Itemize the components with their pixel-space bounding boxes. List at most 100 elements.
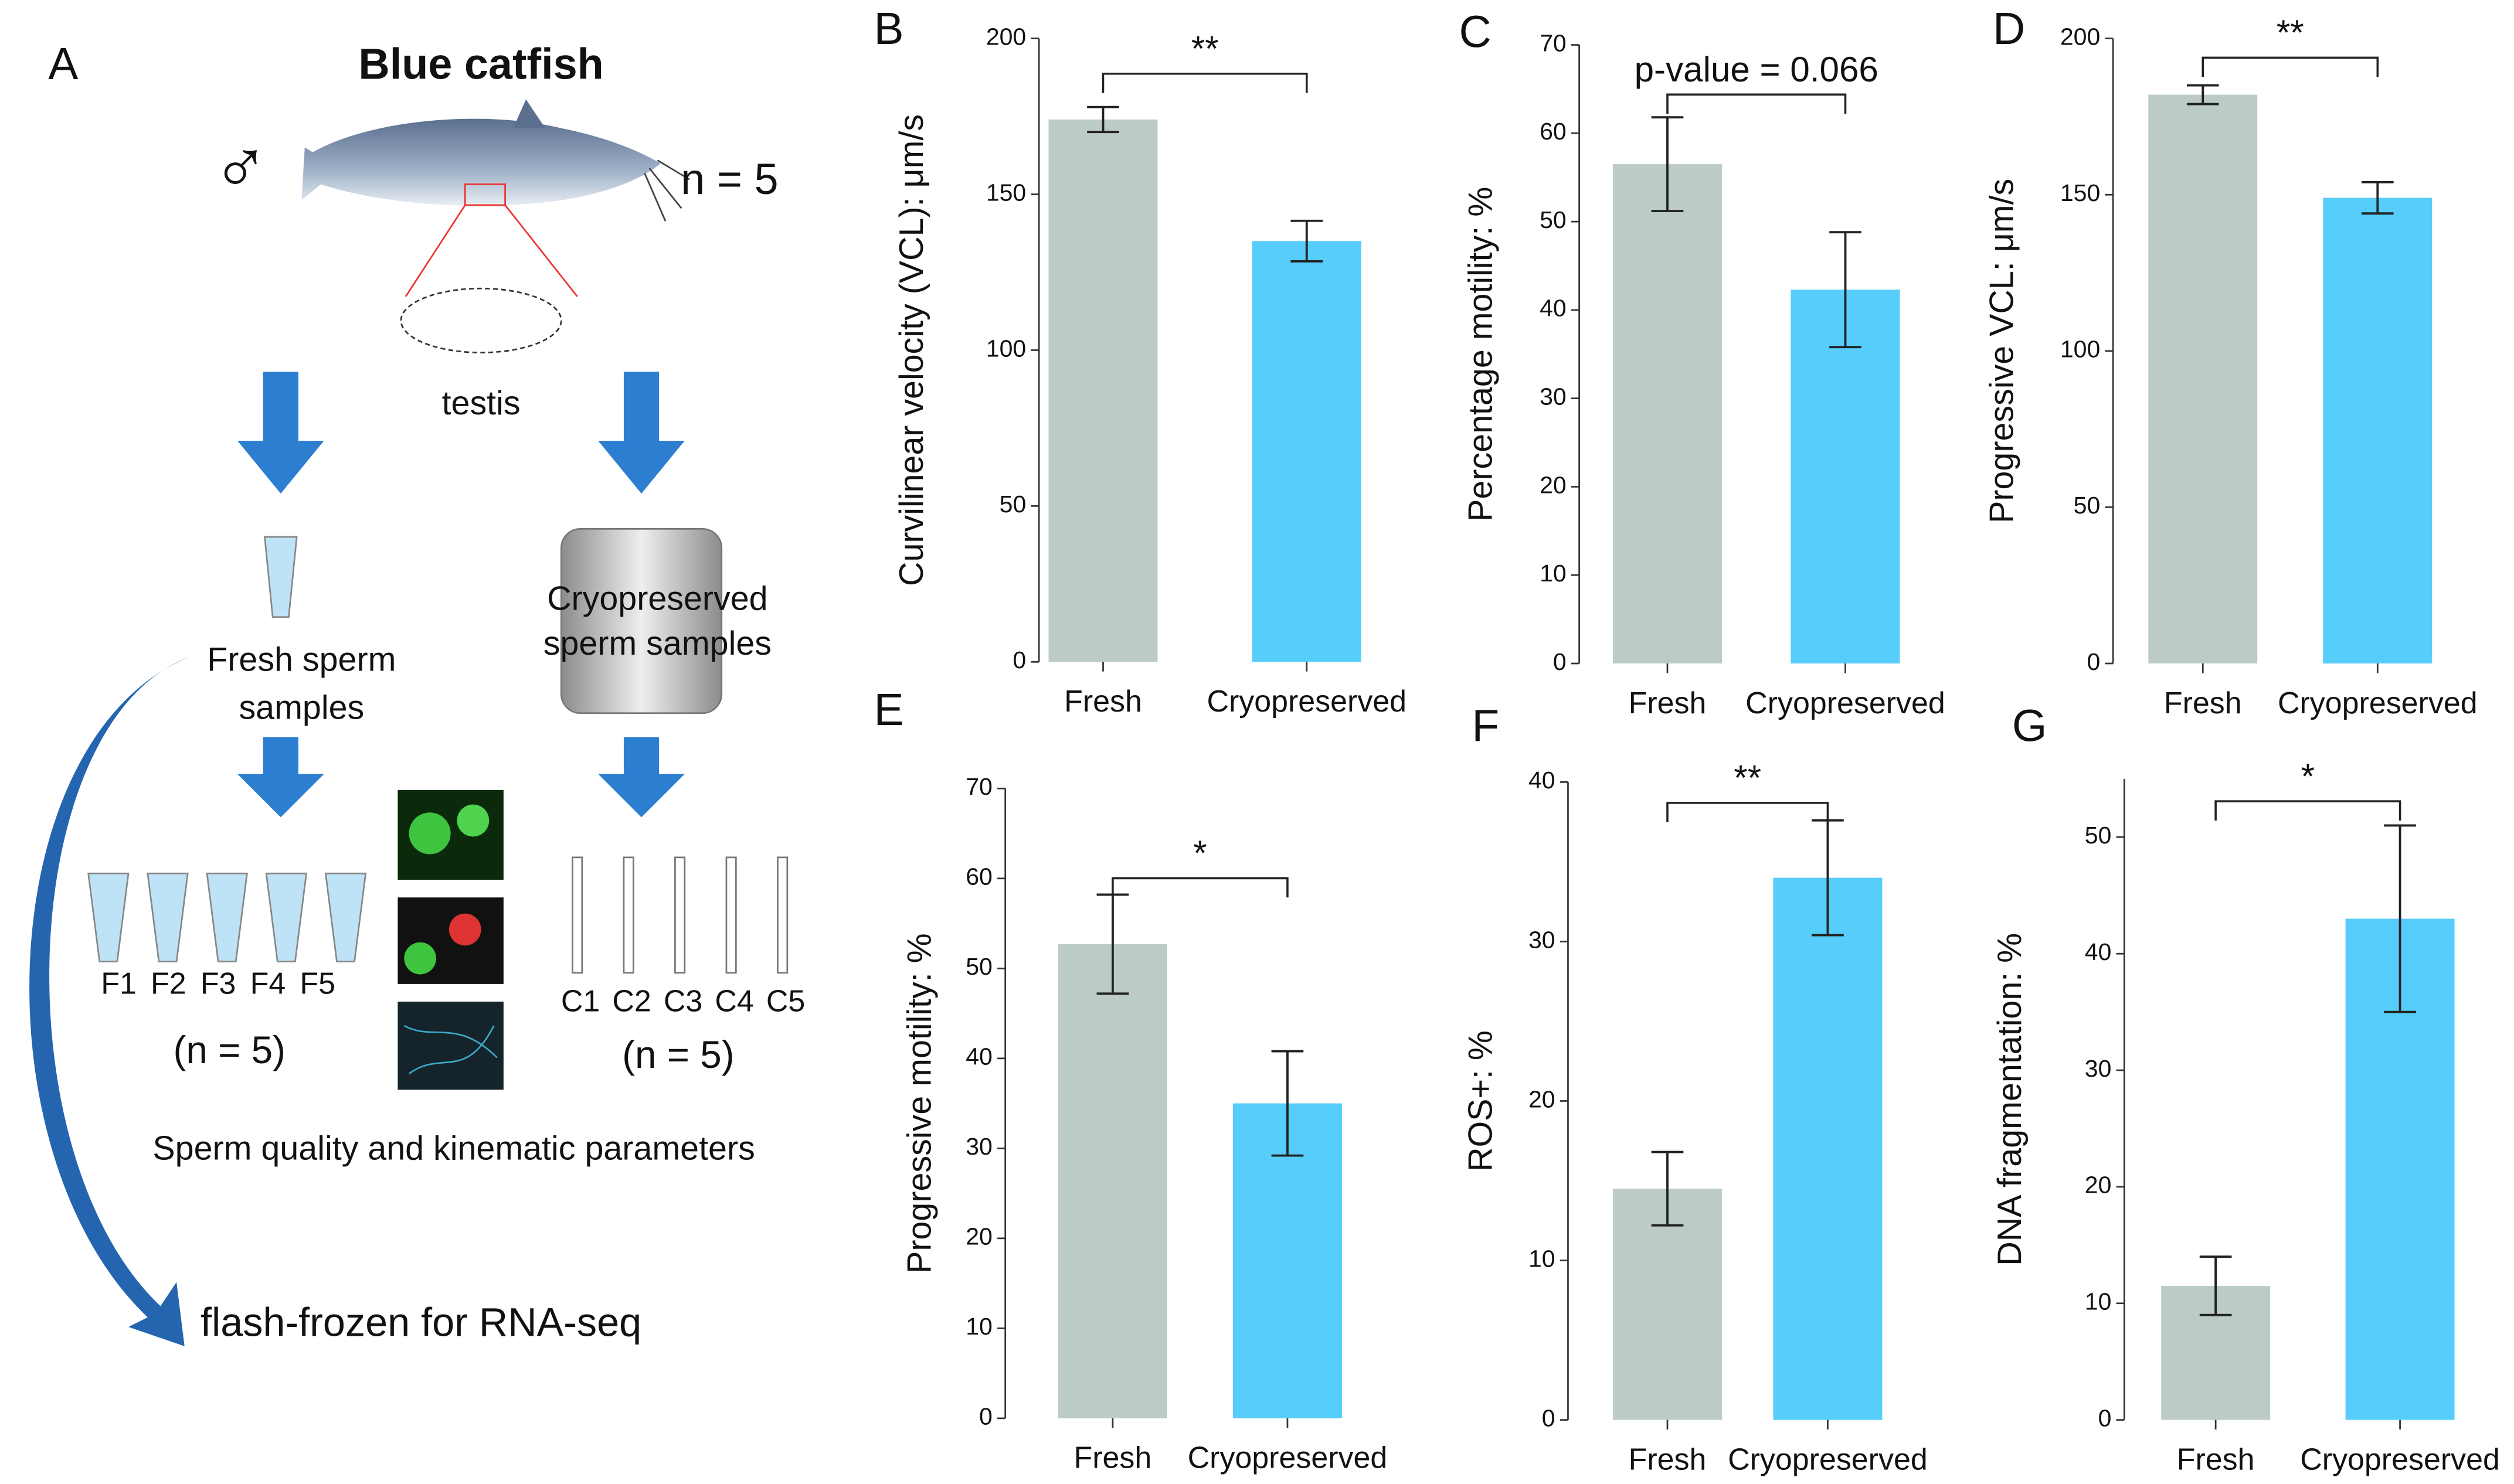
x-tick-label: Cryopreserved [2300,1442,2500,1476]
straw-label: C2 [612,984,651,1018]
y-tick-label: 40 [1540,295,1567,322]
y-tick-label: 30 [1528,926,1555,953]
y-tick-label: 70 [1540,29,1567,56]
tank [560,527,723,714]
y-axis-label: ROS+: % [1462,1030,1500,1172]
panel-a [29,99,789,1346]
y-tick-label: 60 [966,863,993,890]
quality-label: Sperm quality and kinematic parameters [152,1129,755,1167]
significance: p-value = 0.066 [1635,50,1878,89]
cell [457,804,490,837]
bar [1773,877,1883,1420]
bar [2323,198,2433,664]
significance: ** [1734,758,1761,798]
bar [1791,290,1900,664]
fresh-label: Fresh sperm [207,641,396,678]
y-tick-label: 50 [1540,206,1567,233]
final-label: flash-frozen for RNA-seq [201,1300,641,1345]
fish-fin [513,99,545,128]
male-symbol: ♂ [212,124,269,210]
significance: * [2301,757,2315,796]
cell [409,812,451,855]
y-tick-label: 40 [966,1043,993,1070]
fresh-label: samples [239,689,364,726]
y-tick-label: 100 [2060,336,2100,363]
y-tick-label: 10 [1528,1245,1555,1272]
y-tick-label: 30 [2085,1055,2112,1082]
straws [572,856,789,974]
y-tick-label: 50 [2085,822,2112,849]
x-tick-label: Cryopreserved [1745,686,1945,720]
x-tick-label: Cryopreserved [1207,685,1407,719]
image-3 [398,1001,504,1090]
cryo-label: sperm samples [543,625,772,662]
significance-bracket [2214,800,2401,821]
y-tick-label: 100 [986,335,1026,362]
y-tick-label: 200 [2060,23,2100,50]
tubes [87,872,367,962]
curved-arrow [29,657,189,1346]
bar [2148,94,2258,664]
panel-label: E [874,685,903,735]
cryo-n: (n = 5) [622,1033,734,1076]
significance-bracket [1102,73,1308,93]
straw-label: C4 [715,984,753,1018]
y-tick-label: 40 [2085,938,2112,965]
diagram-title: Blue catfish [358,39,603,88]
zoom-lines [405,205,578,297]
bar [1058,944,1167,1418]
cryo-label: Cryopreserved [547,580,767,618]
y-tick-label: 10 [966,1313,993,1340]
y-tick-label: 40 [1528,767,1555,794]
y-tick-label: 0 [1013,646,1026,673]
bar [1252,241,1361,662]
y-tick-label: 0 [2098,1404,2112,1431]
tube-label: F5 [300,966,335,1000]
sample-size: n = 5 [681,155,778,203]
significance-bracket [1666,802,1829,822]
y-tick-label: 30 [1540,383,1567,410]
bar [1048,119,1158,662]
significance-bracket [2202,56,2379,77]
panel-label: F [1472,701,1499,751]
significance: * [1193,833,1207,873]
y-axis-label: Curvilinear velocity (VCL): μm/s [893,114,930,586]
straw-label: C3 [664,984,702,1018]
y-axis-label: DNA fragmentation: % [1991,933,2029,1266]
y-tick-label: 10 [1540,560,1567,587]
tube-label: F1 [101,966,137,1000]
x-tick-label: Cryopreserved [1188,1441,1388,1475]
panel-label: D [1993,4,2025,54]
tube-label: F3 [201,966,236,1000]
y-tick-label: 150 [2060,179,2100,206]
bar [1613,164,1722,664]
x-tick-label: Fresh [1064,685,1142,719]
y-tick-label: 0 [1542,1404,1555,1431]
tube-label: F4 [250,966,286,1000]
panel-label: G [2012,701,2047,751]
y-tick-label: 20 [1540,471,1567,498]
y-tick-label: 50 [966,953,993,980]
x-tick-label: Cryopreserved [2278,686,2478,720]
y-tick-label: 200 [986,23,1026,50]
testis-box [464,183,506,206]
x-tick-label: Fresh [1074,1441,1152,1475]
y-tick-label: 20 [2085,1172,2112,1199]
cell [449,913,481,946]
arrows [237,372,685,818]
y-tick-label: 30 [966,1133,993,1160]
straw-label: C1 [561,984,600,1018]
y-tick-label: 0 [2087,648,2100,675]
significance-bracket [1112,877,1289,898]
testis [400,287,562,353]
cell [404,942,437,975]
significance-bracket [1666,93,1847,114]
y-tick-label: 0 [979,1403,993,1430]
y-tick-label: 150 [986,179,1026,206]
y-axis-label: Percentage motility: % [1462,187,1500,522]
fish [301,118,661,206]
y-tick-label: 20 [1528,1085,1555,1112]
y-tick-label: 70 [966,773,993,800]
bar [1613,1189,1722,1420]
